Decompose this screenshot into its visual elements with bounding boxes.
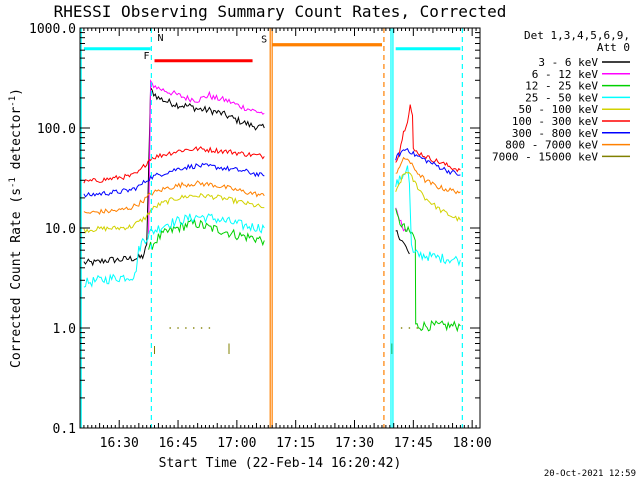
series-8-dot-8	[416, 327, 418, 329]
legend-label-0: 3 - 6 keV	[538, 56, 598, 69]
x-tick-label-5: 17:45	[394, 436, 433, 451]
legend-label-8: 7000 - 15000 keV	[492, 150, 598, 163]
series-6-segment-0	[83, 162, 265, 198]
annotation-label-N: N	[158, 33, 164, 44]
x-tick-label-0: 16:30	[100, 436, 139, 451]
legend-label-5: 100 - 300 keV	[512, 115, 598, 128]
annotation-label-F: F	[143, 51, 149, 62]
series-5-segment-0	[83, 146, 265, 184]
series-2-segment-0	[148, 218, 265, 250]
series-8-dot-7	[408, 327, 411, 329]
x-tick-label-6: 18:00	[453, 436, 492, 451]
series-7-segment-1	[395, 156, 461, 195]
series-5-segment-1	[395, 104, 461, 173]
series-layer	[83, 79, 461, 354]
legend-label-3: 25 - 50 keV	[525, 91, 598, 104]
series-8-dot-4	[200, 327, 203, 329]
series-1-segment-0	[148, 79, 265, 235]
series-8-dot-6	[400, 327, 403, 329]
y-tick-label-3: 100.0	[37, 122, 76, 137]
y-axis-label-sup2: -1	[8, 96, 18, 107]
series-8-dot-3	[193, 327, 195, 329]
series-8-dot-0	[169, 327, 171, 329]
axis-layer: 16:30 16:45 17:00 17:15 17:30 17:45 18:00 0.1 1.…	[29, 22, 492, 451]
y-axis-label-mid: detector	[9, 107, 24, 178]
y-tick-label-0: 0.1	[53, 422, 76, 437]
legend-header-line1: Det 1,3,4,5,6,9,	[524, 29, 630, 42]
legend-label-7: 800 - 7000 keV	[505, 139, 598, 152]
y-axis-label-main: Corrected Count Rate (s	[9, 188, 24, 368]
chart-title: RHESSI Observing Summary Count Rates, Co…	[54, 2, 507, 21]
series-8-dot-5	[208, 327, 211, 329]
footer-timestamp: 20-Oct-2021 12:59	[544, 469, 636, 479]
y-tick-label-1: 1.0	[53, 322, 76, 337]
x-tick-label-1: 16:45	[158, 436, 197, 451]
x-tick-label-2: 17:00	[217, 436, 256, 451]
series-3-segment-0	[83, 213, 265, 288]
x-axis-label: Start Time (22-Feb-14 16:20:42)	[159, 456, 402, 471]
legend-label-6: 300 - 800 keV	[512, 127, 598, 140]
series-0-segment-0	[83, 85, 265, 267]
y-axis-label: Corrected Count Rate (s-1 detector-1)	[8, 88, 24, 368]
y-tick-label-2: 10.0	[45, 222, 76, 237]
series-2-segment-1	[395, 208, 461, 333]
series-4-segment-0	[83, 192, 265, 234]
series-6-segment-1	[395, 148, 461, 176]
y-axis-label-sup1: -1	[8, 177, 18, 188]
x-tick-label-3: 17:15	[276, 436, 315, 451]
series-4-segment-1	[395, 171, 461, 222]
y-tick-label-4: 1000.0	[29, 22, 76, 37]
legend-label-4: 50 - 100 keV	[519, 103, 599, 116]
y-axis-label-end: )	[9, 88, 24, 96]
x-tick-label-4: 17:30	[335, 436, 374, 451]
series-0-segment-1	[395, 229, 410, 255]
annotation-label-S: S	[261, 35, 267, 46]
series-7-segment-0	[83, 180, 265, 215]
legend-label-1: 6 - 12 keV	[532, 68, 599, 81]
legend-header-line2: Att 0	[597, 41, 630, 54]
legend-label-2: 12 - 25 keV	[525, 80, 598, 93]
series-8-dot-2	[185, 327, 187, 329]
series-8-dot-1	[177, 327, 179, 329]
